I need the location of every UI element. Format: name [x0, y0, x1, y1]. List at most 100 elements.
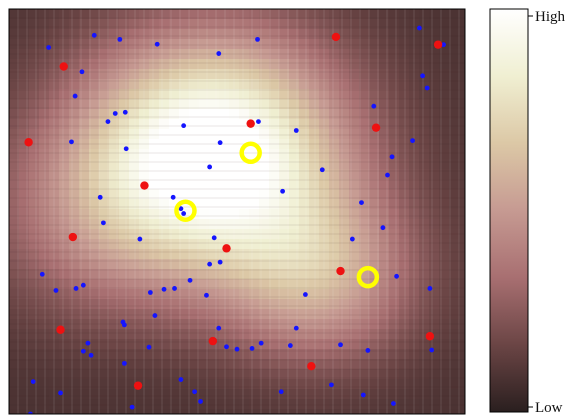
blue-point: [224, 344, 229, 350]
heatmap-cell: [429, 79, 440, 90]
heatmap-cell: [179, 299, 190, 310]
heatmap-cell: [319, 49, 330, 60]
heatmap-cell: [219, 209, 230, 220]
heatmap-cell: [329, 349, 340, 360]
heatmap-cell: [359, 169, 370, 180]
heatmap-cell: [359, 289, 370, 300]
heatmap-cell: [209, 189, 220, 200]
heatmap-cell: [139, 409, 150, 414]
heatmap-cell: [319, 149, 330, 160]
heatmap-cell: [319, 359, 330, 370]
heatmap-cell: [429, 319, 440, 330]
heatmap-cell: [289, 89, 300, 100]
red-point: [140, 181, 149, 190]
heatmap-cell: [419, 309, 430, 320]
heatmap-cell: [69, 309, 80, 320]
heatmap-cell: [349, 179, 360, 190]
blue-point: [278, 389, 284, 395]
heatmap-cell: [19, 19, 30, 30]
heatmap-cell: [299, 49, 310, 60]
heatmap-cell: [399, 279, 410, 290]
heatmap-cell: [119, 379, 130, 390]
heatmap-cell: [449, 279, 460, 290]
heatmap-cell: [419, 219, 430, 230]
heatmap-cell: [49, 349, 60, 360]
heatmap-cell: [69, 219, 80, 230]
heatmap-cell: [379, 399, 390, 410]
heatmap-cell: [349, 209, 360, 220]
heatmap-cell: [269, 309, 280, 320]
heatmap-cell: [299, 279, 310, 290]
heatmap-cell: [299, 349, 310, 360]
heatmap-cell: [119, 89, 130, 100]
heatmap-cell: [169, 309, 180, 320]
heatmap-cell: [69, 249, 80, 260]
heatmap-cell: [159, 59, 170, 70]
heatmap-cell: [409, 149, 420, 160]
heatmap-cell: [319, 19, 330, 30]
heatmap-cell: [219, 169, 230, 180]
heatmap-cell: [129, 399, 140, 410]
heatmap-cell: [359, 359, 370, 370]
heatmap-cell: [129, 289, 140, 300]
heatmap-cell: [169, 59, 180, 70]
heatmap-cell: [79, 339, 90, 350]
heatmap-cell: [459, 359, 465, 370]
heatmap-cell: [159, 119, 170, 130]
heatmap-cell: [69, 69, 80, 80]
heatmap-cell: [429, 29, 440, 40]
heatmap-cell: [459, 169, 465, 180]
heatmap-cell: [239, 239, 250, 250]
heatmap-cell: [79, 349, 90, 360]
heatmap-cell: [329, 369, 340, 380]
heatmap-cell: [89, 339, 100, 350]
heatmap-cell: [399, 109, 410, 120]
heatmap-cell: [369, 159, 380, 170]
heatmap-cell: [209, 209, 220, 220]
heatmap-cell: [59, 89, 70, 100]
heatmap-cell: [459, 79, 465, 90]
heatmap-cell: [169, 79, 180, 90]
heatmap-cell: [279, 149, 290, 160]
heatmap-cell: [319, 349, 330, 360]
heatmap-cell: [129, 219, 140, 230]
heatmap-cell: [419, 19, 430, 30]
heatmap-cell: [339, 229, 350, 240]
heatmap-cell: [49, 379, 60, 390]
heatmap-cell: [49, 119, 60, 130]
heatmap-cell: [379, 99, 390, 110]
heatmap-cell: [449, 49, 460, 60]
colorbar-low-label: Low: [535, 400, 563, 416]
heatmap-cell: [59, 169, 70, 180]
blue-point: [216, 51, 222, 56]
heatmap-cell: [269, 9, 280, 20]
heatmap-cell: [109, 149, 120, 160]
heatmap-cell: [209, 229, 220, 240]
heatmap-cell: [459, 369, 465, 380]
heatmap-cell: [99, 339, 110, 350]
heatmap-cell: [279, 59, 290, 70]
heatmap-cell: [359, 229, 370, 240]
heatmap-cell: [109, 279, 120, 290]
heatmap-cell: [29, 299, 40, 310]
heatmap-cell: [119, 389, 130, 400]
blue-point: [79, 69, 85, 75]
heatmap-cell: [379, 299, 390, 310]
heatmap-cell: [429, 109, 440, 120]
heatmap-cell: [179, 179, 190, 190]
heatmap-cell: [239, 39, 250, 50]
heatmap-cell: [19, 149, 30, 160]
heatmap-cell: [239, 149, 250, 160]
heatmap-cell: [269, 19, 280, 30]
heatmap-cell: [429, 289, 440, 300]
heatmap-cell: [169, 189, 180, 200]
heatmap-cell: [19, 129, 30, 140]
heatmap-cell: [229, 199, 240, 210]
blue-point: [152, 313, 158, 318]
heatmap-cell: [219, 349, 230, 360]
heatmap-cell: [169, 229, 180, 240]
heatmap-cell: [289, 229, 300, 240]
heatmap-cell: [139, 59, 150, 70]
heatmap-cell: [19, 39, 30, 50]
heatmap-cell: [169, 109, 180, 120]
